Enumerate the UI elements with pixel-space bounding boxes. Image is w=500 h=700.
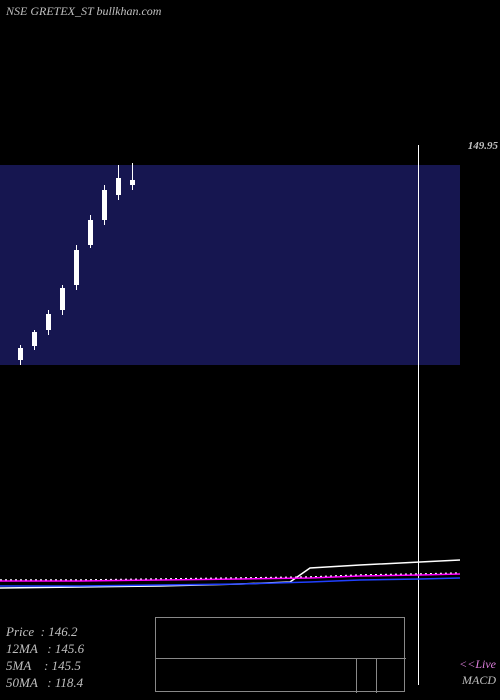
candle-body bbox=[130, 180, 135, 185]
macd-label: MACD bbox=[462, 673, 496, 688]
candle-body bbox=[102, 190, 107, 220]
price-band bbox=[0, 165, 460, 365]
ma-lines-svg bbox=[0, 540, 500, 600]
macd-v2 bbox=[376, 658, 377, 693]
candle-body bbox=[32, 332, 37, 346]
info-row-price: Price : 146.2 bbox=[6, 624, 84, 641]
info-row-5ma: 5MA : 145.5 bbox=[6, 658, 84, 675]
ma-panel bbox=[0, 540, 500, 600]
macd-v1 bbox=[356, 658, 357, 693]
candle-body bbox=[74, 250, 79, 285]
info-row-12ma: 12MA : 145.6 bbox=[6, 641, 84, 658]
candle-body bbox=[18, 348, 23, 360]
chart-title: NSE GRETEX_ST bullkhan.com bbox=[6, 4, 161, 19]
macd-hline bbox=[156, 658, 406, 659]
candle-body bbox=[60, 288, 65, 310]
live-label: <<Live bbox=[459, 657, 496, 672]
macd-panel bbox=[155, 617, 405, 692]
info-box: Price : 146.212MA : 145.65MA : 145.550MA… bbox=[6, 624, 84, 692]
cursor-vline bbox=[418, 145, 419, 685]
candle-body bbox=[88, 220, 93, 245]
candle-wick bbox=[132, 163, 133, 190]
current-price-label: 149.95 bbox=[468, 140, 498, 152]
info-row-50ma: 50MA : 118.4 bbox=[6, 675, 84, 692]
price-chart bbox=[0, 20, 500, 420]
candle-body bbox=[46, 314, 51, 330]
candle-body bbox=[116, 178, 121, 195]
